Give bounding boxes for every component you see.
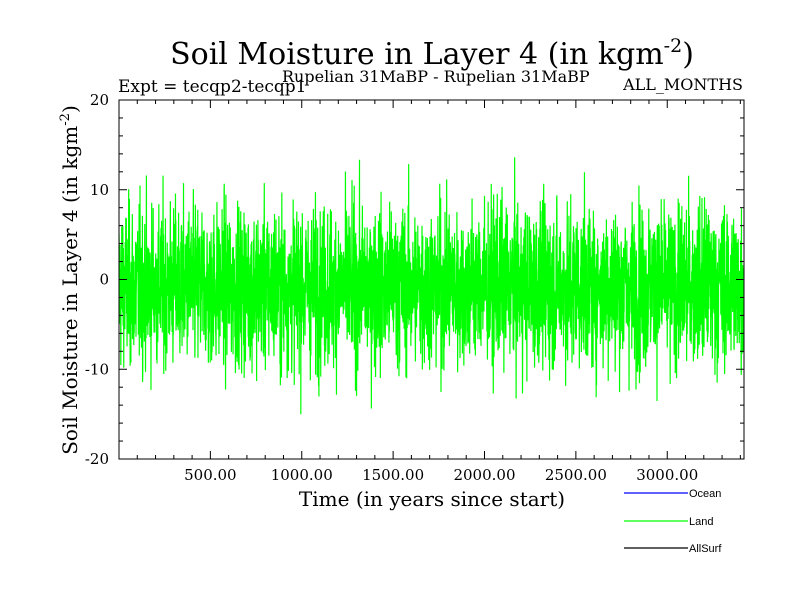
x-axis: 500.00 1000.00 1500.00 2000.00 2500.00 3000.0… — [136, 100, 741, 484]
x-tick-label: 3000.00 — [636, 466, 698, 484]
y-axis-label-superscript: -2 — [58, 113, 73, 126]
legend-label-ocean: Ocean — [689, 488, 721, 500]
y-axis: -20 -10 0 10 20 — [85, 91, 744, 468]
y-tick-label: 0 — [99, 271, 109, 289]
x-tick-label: 2500.00 — [545, 466, 607, 484]
chart-title-main: Soil Moisture in Layer 4 (in kgm — [170, 37, 664, 72]
x-tick-label: 2000.00 — [453, 466, 515, 484]
legend-label-allsurf: AllSurf — [689, 543, 722, 555]
subtitle-months: ALL_MONTHS — [622, 75, 743, 94]
legend: Ocean Land AllSurf — [624, 488, 722, 555]
x-tick-label: 1000.00 — [271, 466, 333, 484]
y-axis-label-suffix: ) — [58, 105, 82, 113]
y-axis-label-main: Soil Moisture in Layer 4 (in kgm — [58, 126, 82, 455]
y-tick-label: -10 — [85, 360, 109, 378]
series-line-land — [119, 157, 744, 415]
subtitle-period: Rupelian 31MaBP - Rupelian 31MaBP — [282, 67, 590, 86]
chart-title-superscript: -2 — [664, 35, 683, 57]
x-axis-label: Time (in years since start) — [299, 487, 565, 511]
legend-label-land: Land — [689, 516, 713, 528]
x-tick-label: 500.00 — [184, 466, 237, 484]
x-tick-label: 1500.00 — [362, 466, 424, 484]
y-tick-label: -20 — [85, 450, 109, 468]
subtitle-experiment: Expt = tecqp2-tecqp1 — [118, 77, 307, 97]
y-tick-label: 10 — [90, 181, 109, 199]
y-axis-label: Soil Moisture in Layer 4 (in kgm-2) — [58, 105, 82, 455]
chart-title-suffix: ) — [682, 37, 694, 72]
chart-title: Soil Moisture in Layer 4 (in kgm-2) — [170, 35, 694, 72]
y-tick-label: 20 — [90, 91, 109, 109]
